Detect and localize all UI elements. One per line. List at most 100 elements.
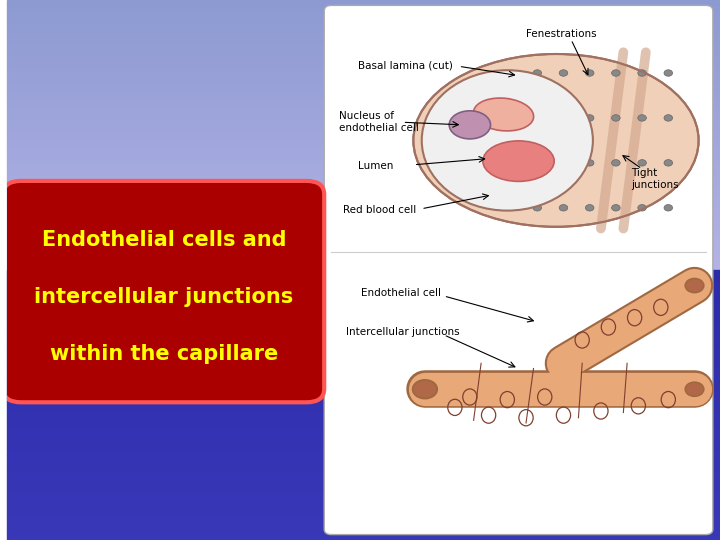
Bar [7,22,720,27]
Ellipse shape [483,141,554,181]
Bar [7,113,720,119]
Bar [7,427,720,432]
Bar [7,97,720,103]
Circle shape [638,205,647,211]
Bar [7,32,720,38]
Bar [7,319,720,324]
Bar [7,189,720,194]
Bar [7,292,720,297]
Bar [7,373,720,378]
Circle shape [685,279,703,293]
Bar [7,362,720,367]
Bar [7,108,720,113]
Bar [7,281,720,286]
Circle shape [638,160,647,166]
Bar [7,518,720,524]
Text: Endothelial cell: Endothelial cell [361,288,441,298]
Text: Basal lamina (cut): Basal lamina (cut) [358,60,452,70]
Bar [7,308,720,313]
Circle shape [664,70,672,76]
Text: Fenestrations: Fenestrations [526,29,597,39]
Ellipse shape [413,54,698,227]
Bar [7,475,720,481]
Bar [7,211,720,216]
Bar [7,162,720,167]
Bar [7,81,720,86]
Bar [7,167,720,173]
Bar [7,481,720,486]
Bar [7,448,720,454]
Bar [7,335,720,340]
Bar [7,324,720,329]
Circle shape [585,114,594,121]
Circle shape [585,205,594,211]
Bar [7,378,720,383]
Bar [7,221,720,227]
Bar [7,11,720,16]
Bar [7,38,720,43]
Bar [7,394,720,400]
Bar [7,410,720,416]
Bar [7,356,720,362]
Circle shape [664,114,672,121]
Bar [7,405,720,410]
Bar [7,502,720,508]
Circle shape [611,114,620,121]
Bar [7,205,720,211]
Circle shape [585,70,594,76]
Circle shape [413,380,437,399]
Bar [7,178,720,184]
Bar [7,140,720,146]
Bar [7,491,720,497]
Bar [7,5,720,11]
Text: Nucleus of
endothelial cell: Nucleus of endothelial cell [339,111,419,133]
Bar [7,227,720,232]
Bar [7,70,720,76]
Bar [7,27,720,32]
Bar [7,92,720,97]
Bar [7,459,720,464]
Ellipse shape [449,111,490,139]
Bar [7,383,720,389]
Bar [7,146,720,151]
Text: Red blood cell: Red blood cell [343,205,416,215]
Circle shape [638,114,647,121]
Circle shape [585,160,594,166]
Circle shape [664,205,672,211]
Ellipse shape [422,70,593,211]
Bar [7,151,720,157]
Bar [7,157,720,162]
Bar [7,103,720,108]
Bar [7,173,720,178]
Bar [7,432,720,437]
Bar [7,76,720,81]
Bar [7,302,720,308]
Bar [7,16,720,22]
Bar [7,329,720,335]
Circle shape [559,160,568,166]
Bar [7,135,720,140]
Bar [7,297,720,302]
Bar [7,286,720,292]
Bar [7,119,720,124]
Bar [7,486,720,491]
Bar [7,86,720,92]
Bar [7,464,720,470]
Bar [7,54,720,59]
Bar [7,43,720,49]
Bar [7,259,720,265]
Bar [7,232,720,238]
Bar [7,513,720,518]
Bar [7,524,720,529]
FancyBboxPatch shape [324,5,713,535]
Bar [7,443,720,448]
Circle shape [638,70,647,76]
Ellipse shape [474,98,534,131]
Text: Endothelial cells and: Endothelial cells and [42,230,286,250]
Bar [7,184,720,189]
Text: Lumen: Lumen [358,161,393,171]
Circle shape [685,382,703,396]
Bar [7,270,720,275]
Text: Tight
junctions: Tight junctions [631,168,678,190]
Bar [7,124,720,130]
